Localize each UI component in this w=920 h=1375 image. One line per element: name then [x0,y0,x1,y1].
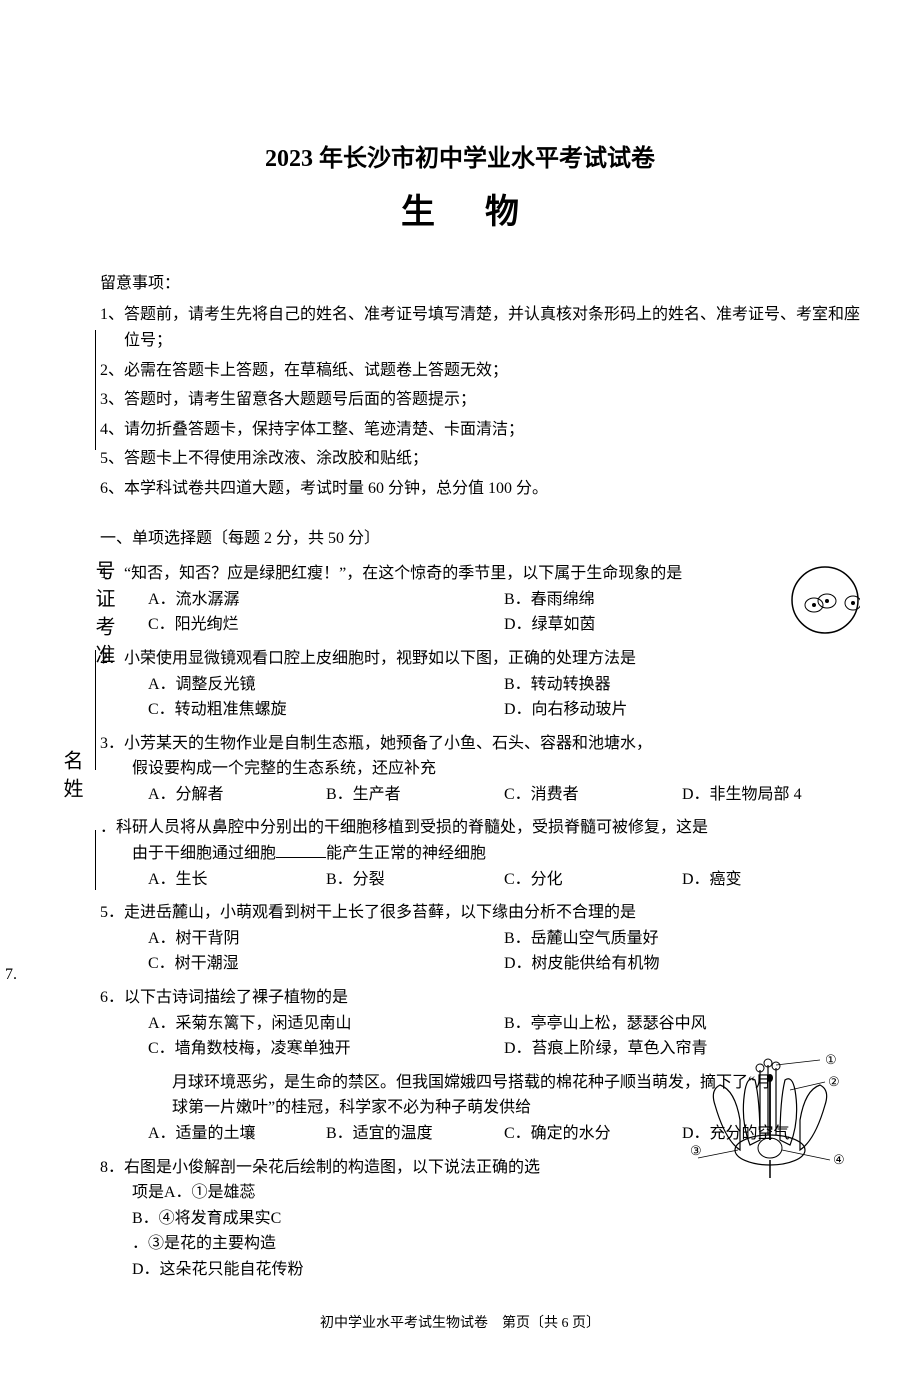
page-footer: 初中学业水平考试生物试卷 第页〔共 6 页〕 [60,1313,860,1335]
q6-option-b: B．亭亭山上松，瑟瑟谷中风 [504,1011,860,1037]
q8-option-d: D．这朵花只能自花传粉 [100,1257,860,1283]
label-3: ③ [690,1143,702,1158]
blank-field [276,857,326,858]
question-1: 1 “知否，知否？应是绿肥红瘦！”，在这个惊奇的季节里，以下属于生命现象的是 A… [100,561,860,638]
q7-option-b: B．适宜的温度 [326,1121,504,1147]
notice-header: 留意事项： [100,271,860,297]
q5-option-d: D．树皮能供给有机物 [504,951,860,977]
q3-option-b: B．生产者 [326,782,504,808]
notice-item: 4、请勿折叠答题卡，保持字体工整、笔迹清楚、卡面清洁； [100,417,860,443]
q6-text: 6．以下古诗词描绘了裸子植物的是 [100,985,860,1011]
q4-text: ．科研人员将从鼻腔中分别出的干细胞移植到受损的脊髓处，受损脊髓可被修复，这是 [100,815,860,841]
notice-item: 1、答题前，请考生先将自己的姓名、准考证号填写清楚，并认真核对条形码上的姓名、准… [100,302,860,353]
notice-item: 2、必需在答题卡上答题，在草稿纸、试题卷上答题无效； [100,358,860,384]
q2-option-c: C．转动粗准焦螺旋 [148,697,504,723]
notice-item: 5、答题卡上不得使用涂改液、涂改胶和贴纸； [100,446,860,472]
notice-item: 6、本学科试卷共四道大题，考试时量 60 分钟，总分值 100 分。 [100,476,860,502]
vertical-divider-1 [95,330,96,450]
question-2: 2．小荣使用显微镜观看口腔上皮细胞时，视野如以下图，正确的处理方法是 A．调整反… [100,646,860,723]
main-title: 2023 年长沙市初中学业水平考试试卷 [60,140,860,178]
q4-option-d: D．癌变 [682,867,860,893]
notice-item: 3、答题时，请考生留意各大题题号后面的答题提示； [100,387,860,413]
label-4: ④ [833,1152,845,1167]
q1-num: 1 [100,561,124,587]
q5-option-c: C．树干潮湿 [148,951,504,977]
question-3: 3．小芳某天的生物作业是自制生态瓶，她预备了小鱼、石头、容器和池塘水， 假设要构… [100,731,860,808]
question-5: 5．走进岳麓山，小萌观看到树干上长了很多苔藓，以下缘由分析不合理的是 A．树干背… [100,900,860,977]
q2-option-a: A．调整反光镜 [148,672,504,698]
label-2: ② [828,1074,840,1089]
q2-option-b: B．转动转换器 [504,672,860,698]
q8-option-b: B．④将发育成果实C [100,1206,860,1232]
q4-option-a: A．生长 [148,867,326,893]
sidebar-name: 名姓 [55,750,87,900]
q7-option-c: C．确定的水分 [504,1121,682,1147]
q4-option-b: B．分裂 [326,867,504,893]
q2-text: 2．小荣使用显微镜观看口腔上皮细胞时，视野如以下图，正确的处理方法是 [100,646,860,672]
q4-option-c: C．分化 [504,867,682,893]
q3-option-c: C．消费者 [504,782,682,808]
q6-option-a: A．采菊东篱下，闲适见南山 [148,1011,504,1037]
q3-option-a: A．分解者 [148,782,326,808]
q6-option-c: C．墙角数枝梅，凌寒单独开 [148,1036,504,1062]
q4-text-line2: 由于干细胞通过细胞能产生正常的神经细胞 [100,841,860,867]
q7-option-a: A．适量的土壤 [148,1121,326,1147]
flower-structure-diagram: ① ② ③ ④ [690,1050,850,1180]
label-1: ① [825,1052,837,1067]
sub-title: 生物 [60,186,860,240]
q7-outer-number: 7. [5,962,17,988]
q1-option-c: C．阳光绚烂 [148,612,504,638]
q8-option-c: ．③是花的主要构造 [100,1231,860,1257]
section1-header: 一、单项选择题〔每题 2 分，共 50 分〕 [100,526,860,552]
q1-text: “知否，知否？应是绿肥红瘦！”，在这个惊奇的季节里，以下属于生命现象的是 [124,561,682,587]
q3-text: 3．小芳某天的生物作业是自制生态瓶，她预备了小鱼、石头、容器和池塘水， [100,731,860,757]
q5-text: 5．走进岳麓山，小萌观看到树干上长了很多苔藓，以下缘由分析不合理的是 [100,900,860,926]
question-4: ．科研人员将从鼻腔中分别出的干细胞移植到受损的脊髓处，受损脊髓可被修复，这是 由… [100,815,860,892]
q8-text2: 项是A．①是雄蕊 [100,1180,860,1206]
q3-option-d: D．非生物局部 4 [682,782,860,808]
q5-option-a: A．树干背阴 [148,926,504,952]
q1-option-a: A．流水潺潺 [148,587,504,613]
q5-option-b: B．岳麓山空气质量好 [504,926,860,952]
q2-option-d: D．向右移动玻片 [504,697,860,723]
q3-text2: 假设要构成一个完整的生态系统，还应补充 [100,756,860,782]
microscope-view-diagram [790,565,860,635]
